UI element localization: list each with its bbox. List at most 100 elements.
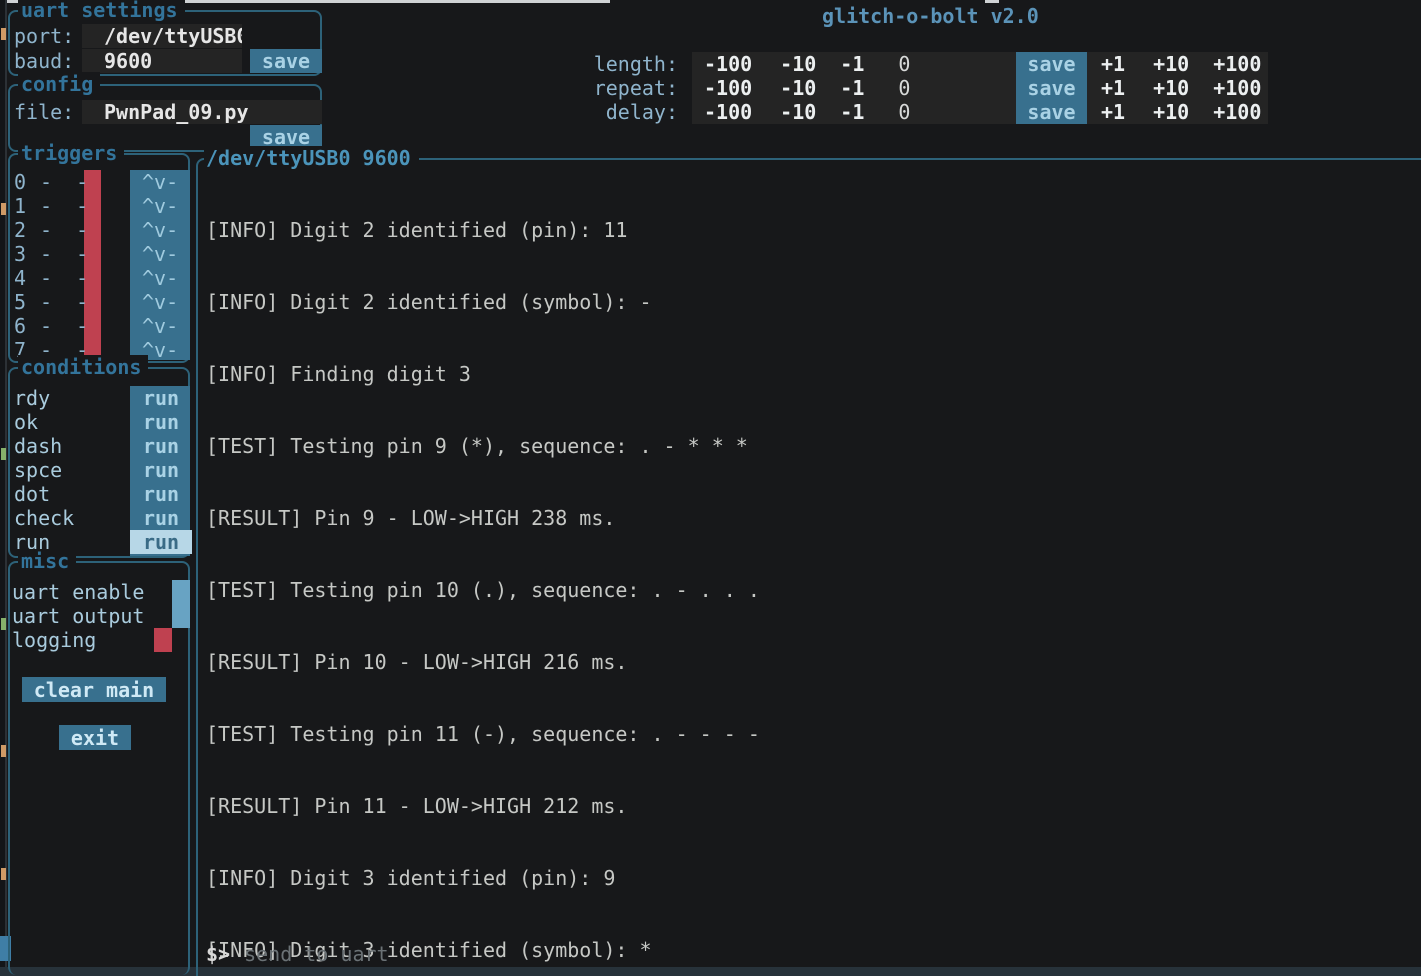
exit-button[interactable]: exit — [59, 725, 131, 750]
delay-decrement-strip: -100 -10 -1 0 — [692, 100, 1016, 124]
delay-minus-1-button[interactable]: -1 — [840, 100, 865, 124]
gutter-mark — [1, 618, 6, 630]
repeat-control-row: repeat: -100 -10 -1 0 save +1 +10 +100 — [588, 76, 1268, 100]
trigger-2-updown-buttons[interactable]: ^v- — [142, 218, 182, 242]
condition-run-run-button[interactable]: run — [130, 530, 192, 554]
config-file-input[interactable] — [82, 100, 322, 124]
uart-send-input[interactable] — [244, 942, 1406, 966]
length-plus-10-button[interactable]: +10 — [1153, 52, 1190, 76]
trigger-5-updown-buttons[interactable]: ^v- — [142, 290, 182, 314]
repeat-plus-10-button[interactable]: +10 — [1153, 76, 1190, 100]
uart-settings-panel: uart settings port: baud: save — [8, 0, 322, 76]
log-line: [RESULT] Pin 10 - LOW->HIGH 216 ms. — [206, 650, 628, 674]
trigger-index: 4 — [14, 266, 27, 290]
trigger-1-updown-buttons[interactable]: ^v- — [142, 194, 182, 218]
repeat-plus-1-button[interactable]: +1 — [1101, 76, 1126, 100]
delay-label: delay: — [605, 100, 678, 124]
conditions-title: conditions — [18, 355, 149, 379]
uart-save-button[interactable]: save — [250, 49, 322, 73]
log-line: [INFO] Finding digit 3 — [206, 362, 471, 386]
delay-save-button[interactable]: save — [1016, 100, 1087, 124]
length-value: 0 — [898, 52, 911, 76]
condition-dot-run-button[interactable]: run — [130, 482, 192, 506]
repeat-minus-1-button[interactable]: -1 — [840, 76, 865, 100]
uart-output-label: uart output — [12, 604, 145, 628]
uart-enable-label: uart enable — [12, 580, 145, 604]
config-save-button[interactable]: save — [250, 125, 322, 149]
condition-label: dot — [14, 482, 51, 506]
length-control-row: length: -100 -10 -1 0 save +1 +10 +100 — [588, 52, 1268, 76]
condition-row-rdy: rdy run — [12, 386, 188, 410]
repeat-minus-100-button[interactable]: -100 — [704, 76, 753, 100]
condition-spce-run-button[interactable]: run — [130, 458, 192, 482]
length-plus-1-button[interactable]: +1 — [1101, 52, 1126, 76]
logging-label: logging — [12, 628, 97, 652]
condition-label: check — [14, 506, 75, 530]
uart-toggle-indicator[interactable] — [172, 580, 190, 628]
conditions-button-column — [130, 386, 190, 556]
gutter-mark — [1, 745, 6, 757]
config-panel: config file: save — [8, 72, 322, 152]
length-minus-100-button[interactable]: -100 — [704, 52, 753, 76]
trigger-row-4: 4 - - ^v- — [12, 266, 188, 290]
condition-ok-run-button[interactable]: run — [130, 410, 192, 434]
log-panel-title: /dev/ttyUSB0 9600 — [204, 146, 419, 170]
delay-minus-10-button[interactable]: -10 — [780, 100, 817, 124]
condition-label: rdy — [14, 386, 51, 410]
condition-dash-run-button[interactable]: run — [130, 434, 192, 458]
triggers-title: triggers — [18, 141, 125, 165]
trigger-index: 2 — [14, 218, 27, 242]
length-save-button[interactable]: save — [1016, 52, 1087, 76]
trigger-state: - - — [40, 314, 89, 338]
trigger-4-updown-buttons[interactable]: ^v- — [142, 266, 182, 290]
window-edge-top — [0, 0, 610, 3]
trigger-state: - - — [40, 218, 89, 242]
condition-row-check: check run — [12, 506, 188, 530]
trigger-6-updown-buttons[interactable]: ^v- — [142, 314, 182, 338]
length-plus-100-button[interactable]: +100 — [1213, 52, 1262, 76]
repeat-save-button[interactable]: save — [1016, 76, 1087, 100]
condition-check-run-button[interactable]: run — [130, 506, 192, 530]
length-label: length: — [593, 52, 678, 76]
log-line: [RESULT] Pin 11 - LOW->HIGH 212 ms. — [206, 794, 628, 818]
condition-label: dash — [14, 434, 63, 458]
repeat-minus-10-button[interactable]: -10 — [780, 76, 817, 100]
window-edge-bottom — [0, 967, 1421, 976]
repeat-plus-100-button[interactable]: +100 — [1213, 76, 1262, 100]
length-minus-1-button[interactable]: -1 — [840, 52, 865, 76]
condition-row-dot: dot run — [12, 482, 188, 506]
trigger-0-updown-buttons[interactable]: ^v- — [142, 170, 182, 194]
baud-input[interactable] — [82, 49, 242, 73]
delay-minus-100-button[interactable]: -100 — [704, 100, 753, 124]
delay-value: 0 — [898, 100, 911, 124]
delay-plus-1-button[interactable]: +1 — [1101, 100, 1126, 124]
trigger-state: - - — [40, 194, 89, 218]
trigger-state: - - — [40, 242, 89, 266]
delay-plus-100-button[interactable]: +100 — [1213, 100, 1262, 124]
trigger-index: 3 — [14, 242, 27, 266]
trigger-3-updown-buttons[interactable]: ^v- — [142, 242, 182, 266]
condition-rdy-run-button[interactable]: run — [130, 386, 192, 410]
condition-row-ok: ok run — [12, 410, 188, 434]
delay-control-row: delay: -100 -10 -1 0 save +1 +10 +100 — [588, 100, 1268, 124]
log-line: [INFO] Digit 2 identified (symbol): - — [206, 290, 652, 314]
misc-panel: misc uart enable uart output logging cle… — [8, 549, 190, 975]
trigger-state: - - — [40, 170, 89, 194]
length-minus-10-button[interactable]: -10 — [780, 52, 817, 76]
condition-row-dash: dash run — [12, 434, 188, 458]
clear-main-button[interactable]: clear main — [22, 677, 166, 702]
delay-plus-10-button[interactable]: +10 — [1153, 100, 1190, 124]
trigger-row-3: 3 - - ^v- — [12, 242, 188, 266]
trigger-state: - - — [40, 290, 89, 314]
trigger-row-2: 2 - - ^v- — [12, 218, 188, 242]
trigger-row-0: 0 - - ^v- — [12, 170, 188, 194]
uart-log-panel: /dev/ttyUSB0 9600 [INFO] Digit 2 identif… — [196, 146, 1421, 976]
logging-toggle-indicator[interactable] — [154, 628, 172, 652]
repeat-increment-strip: +1 +10 +100 — [1087, 76, 1268, 100]
gutter-mark — [1, 28, 6, 40]
trigger-row-1: 1 - - ^v- — [12, 194, 188, 218]
port-input[interactable] — [82, 24, 242, 48]
condition-label: ok — [14, 410, 39, 434]
repeat-value: 0 — [898, 76, 911, 100]
trigger-index: 6 — [14, 314, 27, 338]
